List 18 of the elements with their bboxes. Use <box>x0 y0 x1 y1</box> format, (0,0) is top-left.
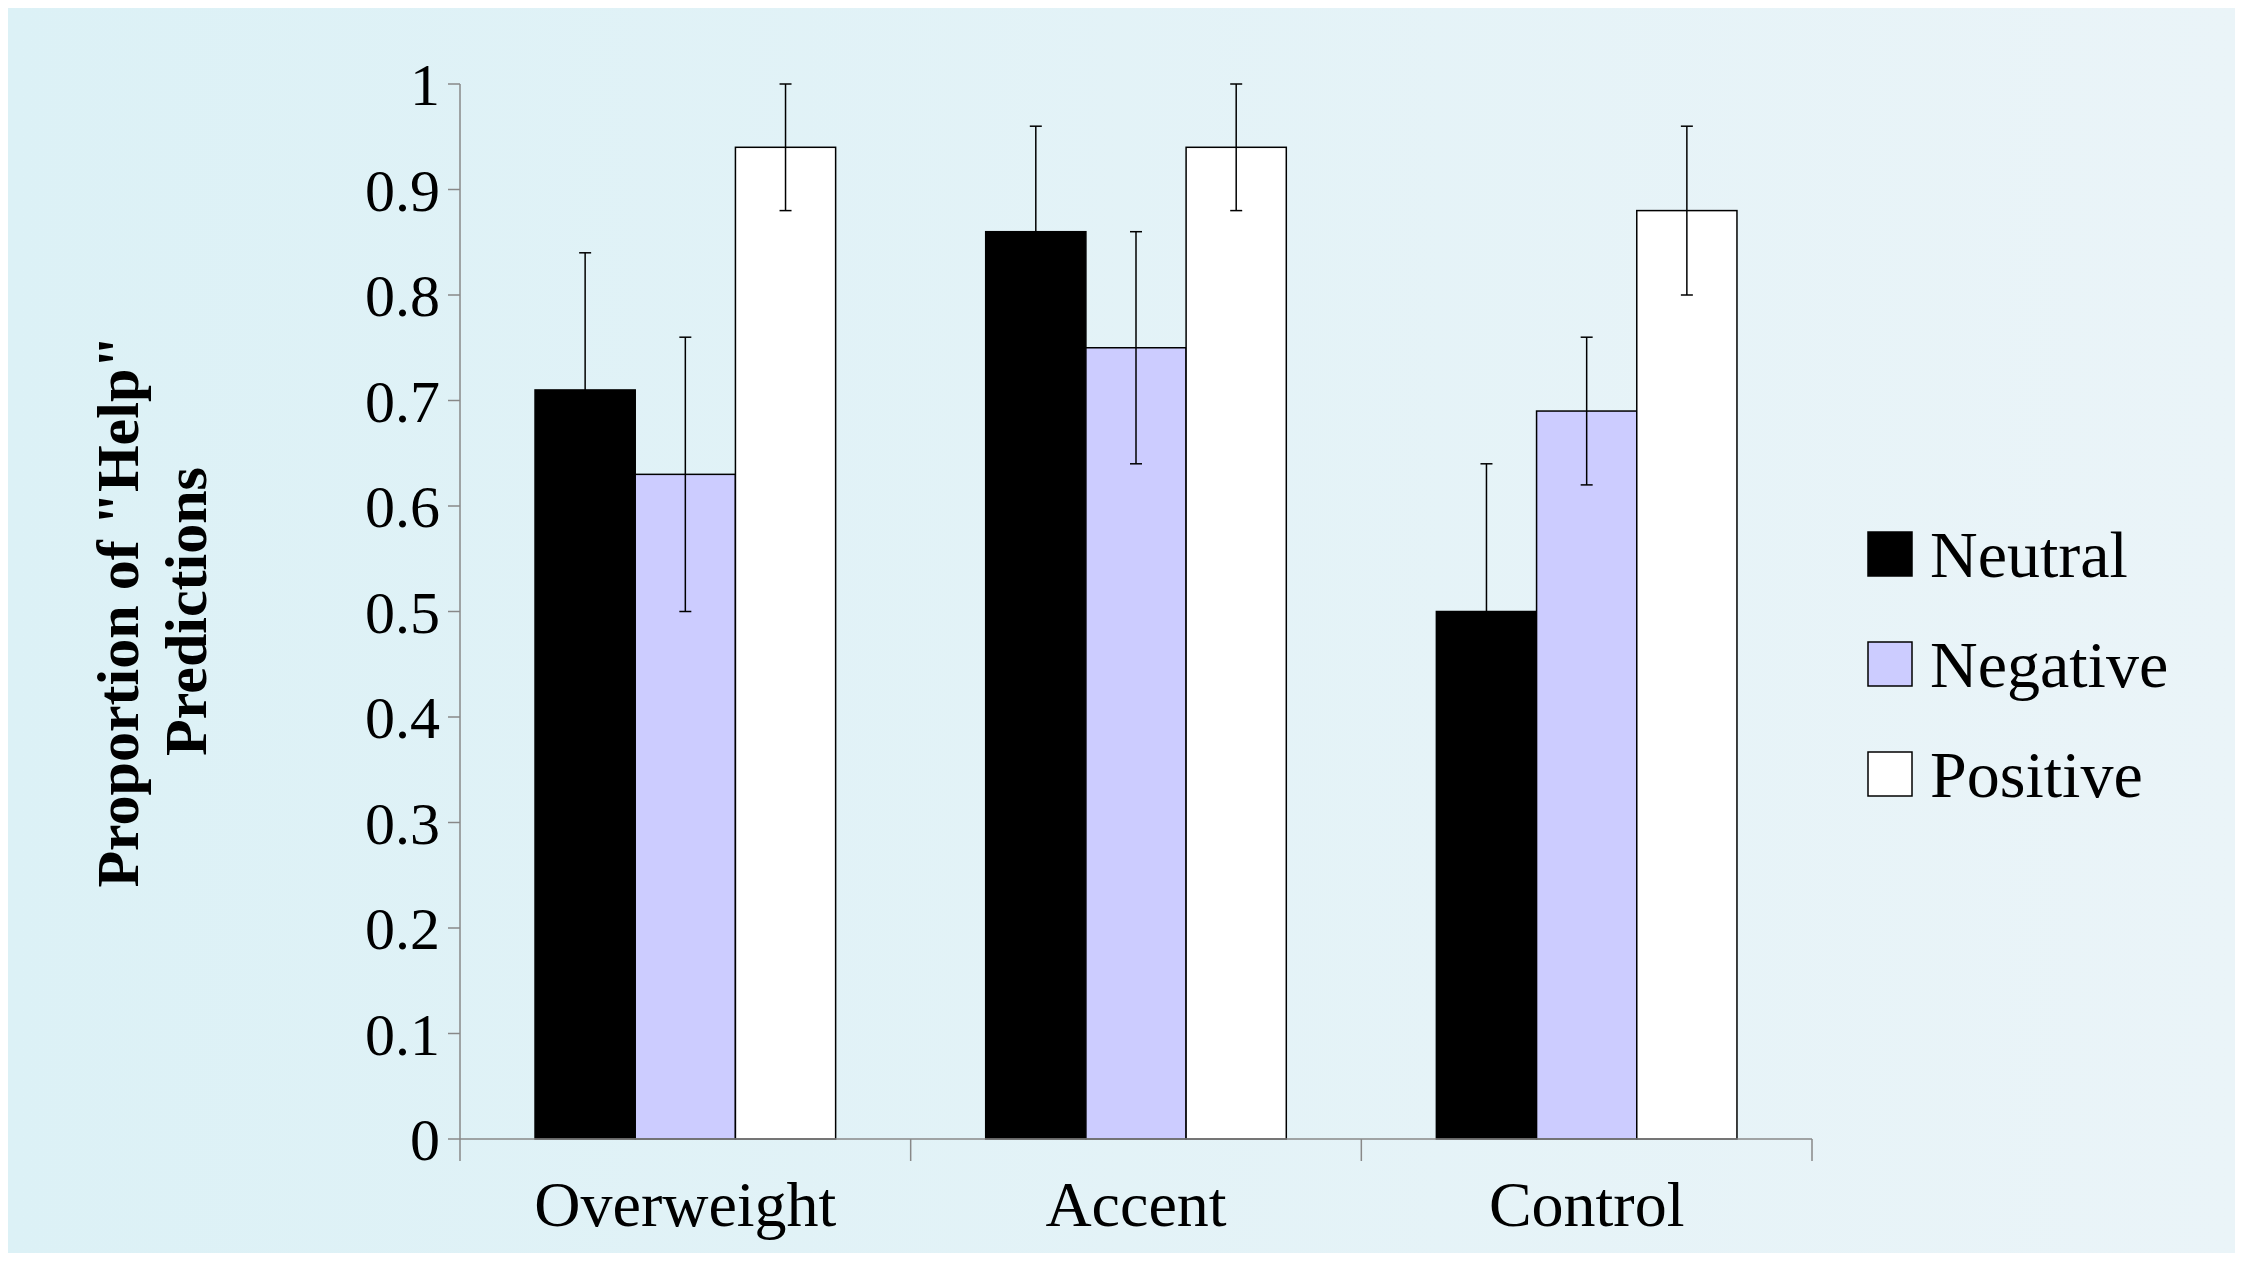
y-tick-label: 0.4 <box>365 685 440 751</box>
legend-label: Positive <box>1930 738 2143 812</box>
legend-label: Negative <box>1930 628 2169 702</box>
y-tick-label: 0.1 <box>365 1001 440 1068</box>
y-tick-label: 0.8 <box>365 263 440 329</box>
y-tick-label: 0.2 <box>365 896 440 962</box>
y-tick-label: 1 <box>410 52 440 118</box>
y-tick-label: 0.3 <box>365 790 440 857</box>
x-tick-label: Control <box>1488 1169 1685 1240</box>
y-tick-label: 0.9 <box>365 157 440 224</box>
y-tick-label: 0.5 <box>365 579 440 646</box>
x-tick-label: Accent <box>1045 1169 1227 1240</box>
y-axis-title: Proportion of "Help" Predictions <box>85 335 219 888</box>
y-tick-label: 0.6 <box>365 474 440 540</box>
legend-label: Neutral <box>1930 518 2128 592</box>
x-tick-label: Overweight <box>534 1169 837 1240</box>
y-tick-label: 0 <box>410 1107 440 1173</box>
y-tick-label: 0.7 <box>365 368 440 435</box>
